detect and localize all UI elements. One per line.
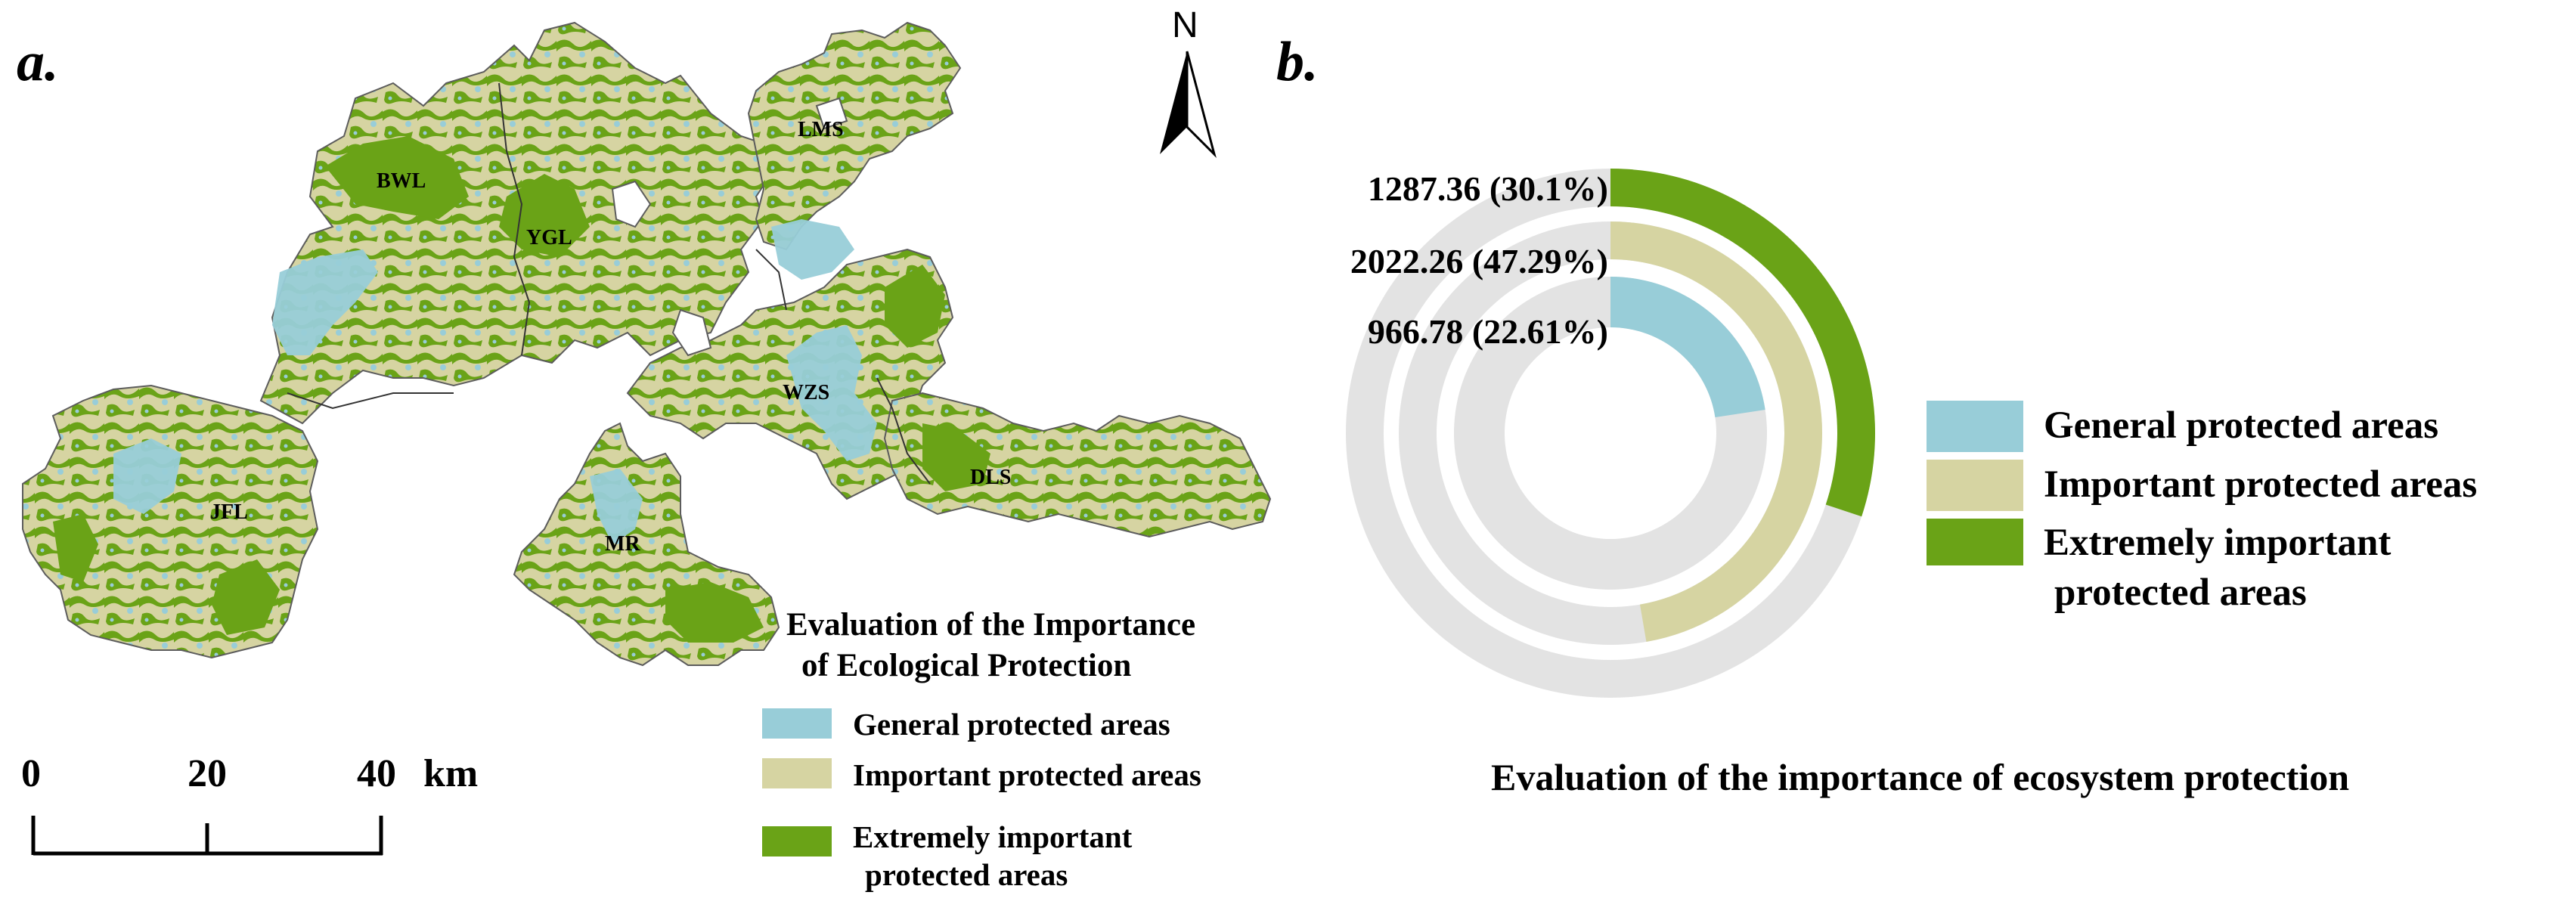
ring-label-inner: 966.78 (22.61%) xyxy=(1367,312,1608,351)
legend-a-label-general: General protected areas xyxy=(853,707,1170,742)
ring-segment-middle xyxy=(1610,221,1823,642)
region-label-ygl: YGL xyxy=(526,226,572,249)
scale-tick-40: 40 xyxy=(357,752,396,795)
legend-b-swatch-extreme xyxy=(1927,519,2023,565)
region-label-lms: LMS xyxy=(798,118,844,141)
legend-a-label-extreme: Extremely important protected areas xyxy=(853,818,1132,894)
region-label-dls: DLS xyxy=(970,466,1011,489)
legend-a-title-line1: Evaluation of the Importance xyxy=(786,607,1196,643)
extremely-important-zones xyxy=(53,136,990,643)
region-labels: BWL YGL LMS WZS DLS JFL MR xyxy=(210,118,1011,556)
legend-a-swatch-extreme xyxy=(762,826,832,856)
north-arrow-letter: N xyxy=(1172,5,1198,45)
legend-b-label-extreme-line1: Extremely important xyxy=(2044,522,2392,564)
legend-a-title: Evaluation of the Importance of Ecologic… xyxy=(786,605,1195,686)
region-boundaries xyxy=(287,82,931,485)
panel-a-label: a. xyxy=(17,31,59,93)
region-label-bwl: BWL xyxy=(377,169,426,193)
north-arrow-icon xyxy=(1160,51,1217,158)
legend-b-swatch-important xyxy=(1927,460,2023,511)
ring-segment-outer xyxy=(1610,169,1875,517)
region-label-mr: MR xyxy=(605,532,640,556)
region-label-jfl: JFL xyxy=(210,500,248,524)
chart-title: Evaluation of the importance of ecosyste… xyxy=(1491,756,2350,798)
legend-b-label-extreme-line2: protected areas xyxy=(2054,572,2307,614)
scale-bar-line xyxy=(31,816,383,856)
legend-a-label-extreme-line2: protected areas xyxy=(865,857,1068,892)
legend-b-label-general: General protected areas xyxy=(2044,404,2439,447)
legend-a-swatch-important xyxy=(762,758,832,788)
ring-segment-inner xyxy=(1610,277,1765,418)
ring-label-outer: 1287.36 (30.1%) xyxy=(1367,169,1608,208)
protected-area-map: BWL YGL LMS WZS DLS JFL MR xyxy=(22,21,1272,667)
legend-b-label-important: Important protected areas xyxy=(2044,463,2478,506)
legend-a-title-line2: of Ecological Protection xyxy=(801,648,1132,683)
legend-a-label-extreme-line1: Extremely important xyxy=(853,819,1133,854)
scale-tick-20: 20 xyxy=(188,752,227,795)
north-arrow: N xyxy=(1157,8,1217,159)
panel-b-label: b. xyxy=(1276,31,1319,93)
general-protected-zones xyxy=(113,219,877,544)
map-landmass xyxy=(22,21,1272,667)
ring-label-middle: 2022.26 (47.29%) xyxy=(1350,242,1608,280)
scale-unit: km xyxy=(423,752,479,795)
legend-a-label-important: Important protected areas xyxy=(853,757,1201,792)
legend-a-swatch-general xyxy=(762,708,832,739)
map-gaps xyxy=(611,97,848,357)
legend-b-swatch-general xyxy=(1927,401,2023,452)
region-label-wzs: WZS xyxy=(783,381,829,404)
legend-b-label-extreme: Extremely important protected areas xyxy=(2044,518,2391,618)
ring-chart xyxy=(1345,169,1875,698)
scale-tick-0: 0 xyxy=(21,752,41,795)
